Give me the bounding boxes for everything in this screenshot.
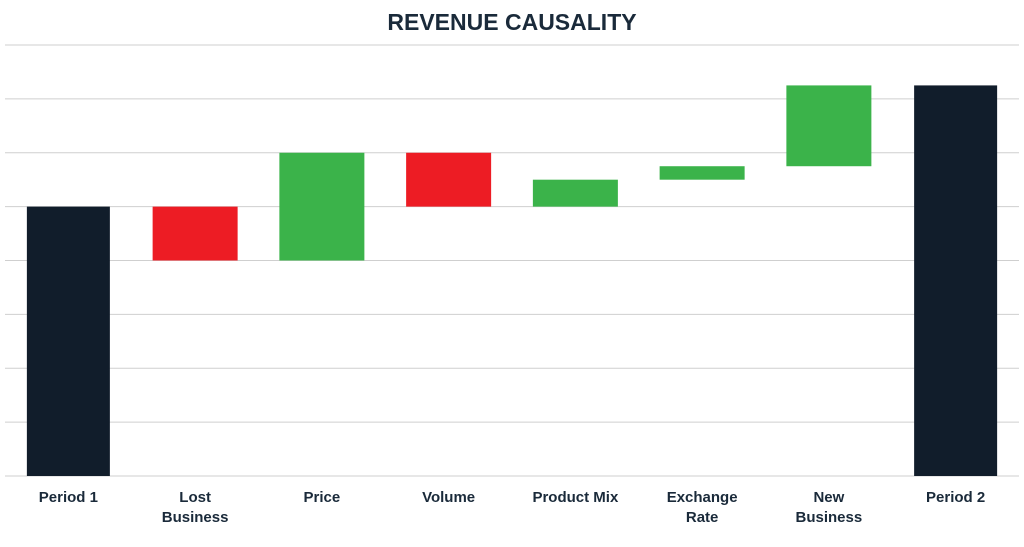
bar	[532, 179, 618, 207]
x-tick-label: New Business	[795, 489, 863, 526]
bar	[279, 152, 365, 261]
bar	[406, 152, 492, 207]
x-tick-label: Exchange Rate	[666, 489, 738, 526]
x-tick-label: Product Mix	[532, 489, 619, 506]
x-tick-label: Period 2	[926, 489, 986, 506]
bar	[152, 206, 238, 261]
x-tick-label: Volume	[422, 489, 476, 506]
x-tick-label: Price	[303, 489, 341, 506]
bar	[26, 206, 110, 476]
x-tick-label: Period 1	[38, 489, 98, 506]
bar	[914, 85, 998, 476]
bar	[786, 85, 872, 167]
x-tick-label: Lost Business	[161, 489, 229, 526]
chart-title: REVENUE CAUSALITY	[387, 9, 637, 35]
bar	[659, 166, 745, 180]
